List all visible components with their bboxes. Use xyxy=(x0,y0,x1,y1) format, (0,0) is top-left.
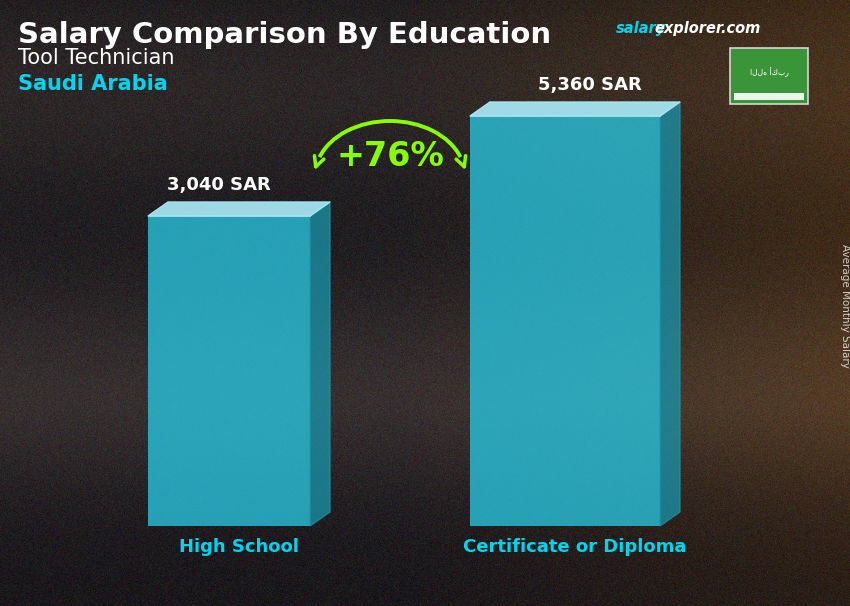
FancyBboxPatch shape xyxy=(730,48,808,104)
Text: salary: salary xyxy=(616,21,666,36)
Text: Certificate or Diploma: Certificate or Diploma xyxy=(463,538,687,556)
Polygon shape xyxy=(310,202,330,526)
Bar xyxy=(470,116,660,526)
Text: 5,360 SAR: 5,360 SAR xyxy=(538,76,642,94)
Text: الله أكبر: الله أكبر xyxy=(750,67,789,77)
Polygon shape xyxy=(148,202,330,216)
Text: 3,040 SAR: 3,040 SAR xyxy=(167,176,271,194)
Text: Salary Comparison By Education: Salary Comparison By Education xyxy=(18,21,551,49)
Text: Tool Technician: Tool Technician xyxy=(18,48,174,68)
Polygon shape xyxy=(470,102,680,116)
Text: Saudi Arabia: Saudi Arabia xyxy=(18,74,167,94)
Text: +76%: +76% xyxy=(336,140,444,173)
Polygon shape xyxy=(660,102,680,526)
Text: High School: High School xyxy=(179,538,299,556)
Text: explorer.com: explorer.com xyxy=(654,21,761,36)
Text: Average Monthly Salary: Average Monthly Salary xyxy=(840,244,850,368)
Bar xyxy=(734,93,804,100)
Bar xyxy=(148,216,310,526)
